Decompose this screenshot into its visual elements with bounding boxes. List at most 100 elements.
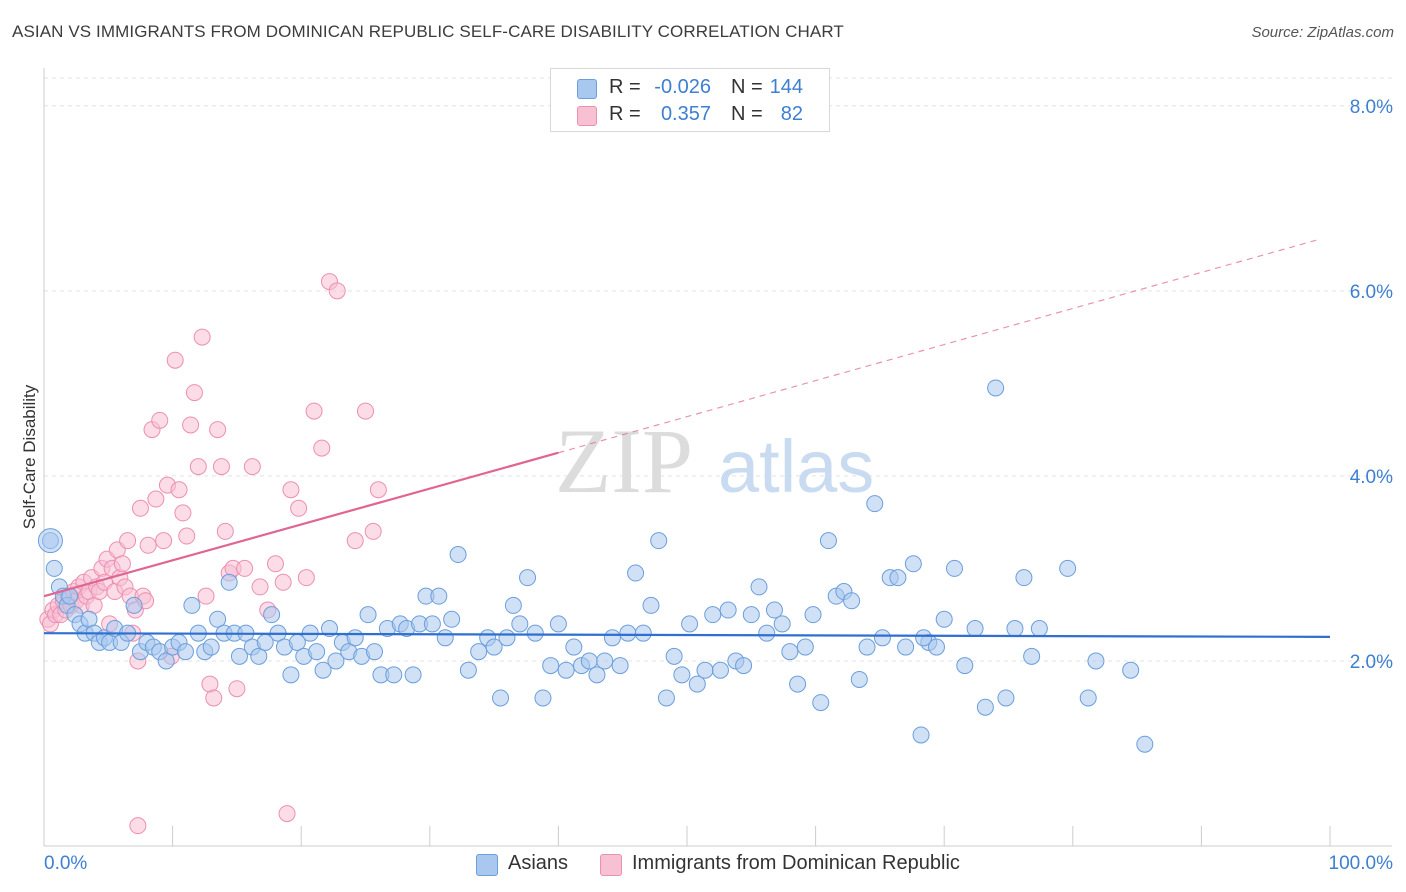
dominican-point <box>251 578 269 596</box>
asian-point <box>557 661 575 679</box>
asian-point <box>696 661 714 679</box>
asian-point <box>758 624 776 642</box>
asian-point <box>320 620 338 638</box>
asian-point <box>858 638 876 656</box>
dominican-point <box>297 569 315 587</box>
watermark-zip: ZIP <box>555 410 693 512</box>
asian-point <box>314 661 332 679</box>
asian-point <box>202 638 220 656</box>
asian-point <box>1015 569 1033 587</box>
asian-point <box>1030 620 1048 638</box>
legend-row-asians: R = -0.026 N = 144 <box>551 74 829 100</box>
asian-point <box>966 620 984 638</box>
dominican-point <box>346 532 364 550</box>
asian-point <box>866 495 884 513</box>
chart-title: ASIAN VS IMMIGRANTS FROM DOMINICAN REPUB… <box>12 22 844 41</box>
legend-label-dominican: Immigrants from Dominican Republic <box>632 852 960 874</box>
legend-label-asians: Asians <box>508 852 569 874</box>
asian-point <box>1122 661 1140 679</box>
asian-point <box>498 629 516 647</box>
asian-point <box>423 615 441 633</box>
asian-point <box>404 666 422 684</box>
asian-point <box>627 564 645 582</box>
dominican-point <box>131 499 149 517</box>
dominican-trend-extension <box>558 239 1318 454</box>
asian-point <box>619 624 637 642</box>
legend-row-dominican: R = 0.357 N = 82 <box>551 101 829 127</box>
dominican-point <box>243 458 261 476</box>
asian-point <box>565 638 583 656</box>
dominican-point <box>166 351 184 369</box>
asian-point <box>346 629 364 647</box>
asian-point <box>250 647 268 665</box>
asian-point <box>366 643 384 661</box>
asian-point <box>912 726 930 744</box>
dominican-point <box>151 411 169 429</box>
asian-point <box>945 559 963 577</box>
asian-point <box>596 652 614 670</box>
asian-point <box>742 606 760 624</box>
r-label: R = <box>609 103 641 125</box>
asian-point <box>642 596 660 614</box>
asian-point <box>1136 735 1154 753</box>
asian-point <box>750 578 768 596</box>
y-tick-label: 2.0% <box>1350 652 1393 673</box>
asian-point <box>765 601 783 619</box>
dominican-point <box>274 573 292 591</box>
asian-point <box>519 569 537 587</box>
dominican-point <box>313 439 331 457</box>
dominican-point <box>282 481 300 499</box>
asian-point <box>1006 620 1024 638</box>
asian-point <box>37 528 63 554</box>
dominican-point <box>357 402 374 420</box>
dominican-point <box>147 490 165 508</box>
source-label: Source: ZipAtlas.com <box>1251 24 1394 41</box>
dominican-point <box>119 532 137 550</box>
asian-point <box>681 615 699 633</box>
x-tick-label-max: 100.0% <box>1329 853 1394 874</box>
asian-point <box>492 689 510 707</box>
dominican-trend-line <box>43 451 559 598</box>
dominican-point <box>170 481 188 499</box>
asian-point <box>735 657 753 675</box>
asian-point <box>459 661 477 679</box>
n-label: N = <box>731 103 763 125</box>
y-tick-label: 6.0% <box>1350 282 1393 303</box>
axis-labels: 2.0% 4.0% 6.0% 8.0% 0.0% 100.0% Self-Care Disa… <box>20 97 1393 874</box>
asian-point <box>773 615 791 633</box>
y-axis-label: Self-Care Disability <box>20 384 39 529</box>
asian-point <box>183 596 201 614</box>
y-tick-label: 4.0% <box>1350 467 1393 488</box>
dominican-point <box>139 536 157 554</box>
asian-point <box>889 569 907 587</box>
dominican-point <box>197 587 215 605</box>
asian-point <box>719 601 737 619</box>
asian-point <box>976 698 994 716</box>
asian-point <box>603 629 621 647</box>
asian-point <box>711 661 729 679</box>
asian-point <box>588 666 606 684</box>
axes <box>43 68 1392 847</box>
dominican-point <box>236 559 254 577</box>
dominican-point <box>266 555 284 573</box>
asian-point <box>526 624 544 642</box>
x-tick-label-min: 0.0% <box>44 853 87 874</box>
dominican-point <box>174 504 192 522</box>
dominican-point <box>185 384 203 402</box>
asian-point <box>935 610 953 628</box>
n-value: 144 <box>769 76 803 98</box>
dominican-point <box>205 689 223 707</box>
asian-point <box>796 638 814 656</box>
correlation-legend: R = -0.026 N = 144 R = 0.357 N = 82 <box>550 68 830 132</box>
asian-trend-line <box>43 632 1331 638</box>
asian-point <box>157 652 175 670</box>
asian-point <box>850 670 868 688</box>
asian-point <box>1079 689 1097 707</box>
asian-point <box>704 606 722 624</box>
asian-point <box>470 643 488 661</box>
dominican-point <box>278 805 296 823</box>
asian-point <box>650 532 668 550</box>
dominican-point <box>155 532 173 550</box>
dominican-point <box>209 421 227 439</box>
asian-points <box>37 379 1154 753</box>
